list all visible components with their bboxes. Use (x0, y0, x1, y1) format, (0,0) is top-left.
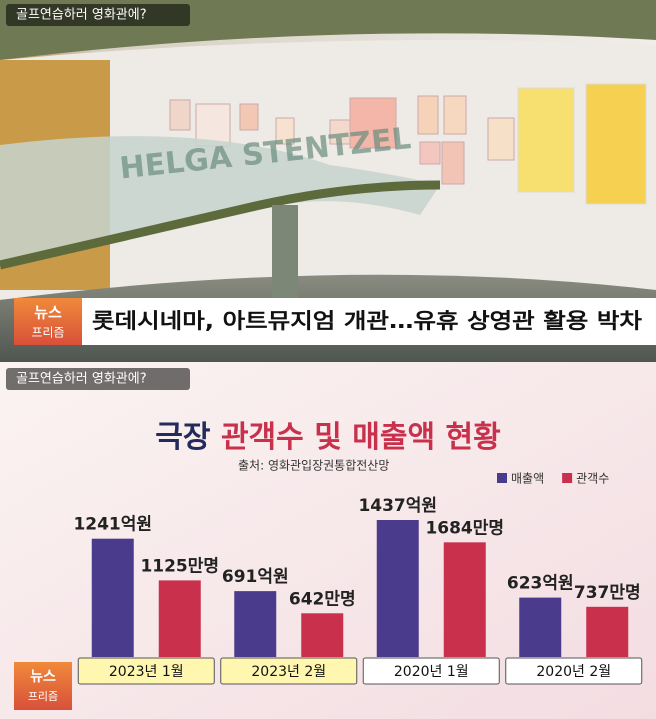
bar (443, 542, 486, 657)
x-tick-label: 2020년 1월 (394, 664, 469, 680)
bar (586, 606, 629, 657)
legend-swatch (562, 473, 573, 483)
headline: 롯데시네마, 아트뮤지엄 개관…유휴 상영관 활용 박차 (92, 309, 643, 333)
category-box (77, 657, 215, 685)
title-lead: 극장 (155, 420, 211, 455)
value-label: 1125만명 (140, 556, 219, 576)
value-label: 623억원 (507, 574, 574, 594)
x-tick-label: 2023년 1월 (109, 664, 184, 680)
category-box (505, 657, 643, 685)
value-label: 1437억원 (358, 496, 437, 516)
legend-label: 관객수 (576, 472, 609, 486)
bar (158, 580, 201, 657)
railing (0, 180, 441, 270)
logo: 뉴스 (30, 669, 56, 685)
legend-swatch (497, 473, 507, 483)
logo-bg (14, 298, 82, 345)
bar (91, 538, 134, 657)
source: 출처: 영화관입장권통합전산망 (238, 459, 389, 473)
bar (234, 591, 277, 657)
logo: 프리즘 (28, 690, 58, 703)
bar (301, 613, 344, 657)
logo: 프리즘 (31, 326, 64, 340)
logo: 뉴스 (34, 304, 62, 322)
value-label: 737만명 (574, 583, 641, 603)
category-box (362, 657, 500, 685)
bar (376, 520, 419, 657)
post (272, 205, 298, 305)
tag-bg (6, 4, 190, 26)
chart-title: 극장 관객수 및 매출액 현황 (155, 420, 500, 455)
title-rest: 관객수 및 매출액 현황 (221, 420, 501, 455)
logo-bg (14, 662, 72, 710)
value-label: 691억원 (222, 567, 289, 587)
legend-label: 매출액 (511, 472, 544, 486)
value-label: 1684만명 (425, 518, 504, 538)
x-tick-label: 2023년 2월 (251, 664, 326, 680)
headline-bg (82, 298, 656, 345)
tag: 골프연습하러 영화관에? (16, 372, 147, 387)
tag: 골프연습하러 영화관에? (16, 8, 147, 23)
bar (519, 597, 562, 657)
value-label: 642만명 (289, 589, 356, 609)
railing-glass (0, 136, 440, 265)
tag-bg (6, 368, 190, 390)
value-label: 1241억원 (73, 515, 152, 535)
category-box (220, 657, 358, 685)
x-tick-label: 2020년 2월 (536, 664, 611, 680)
